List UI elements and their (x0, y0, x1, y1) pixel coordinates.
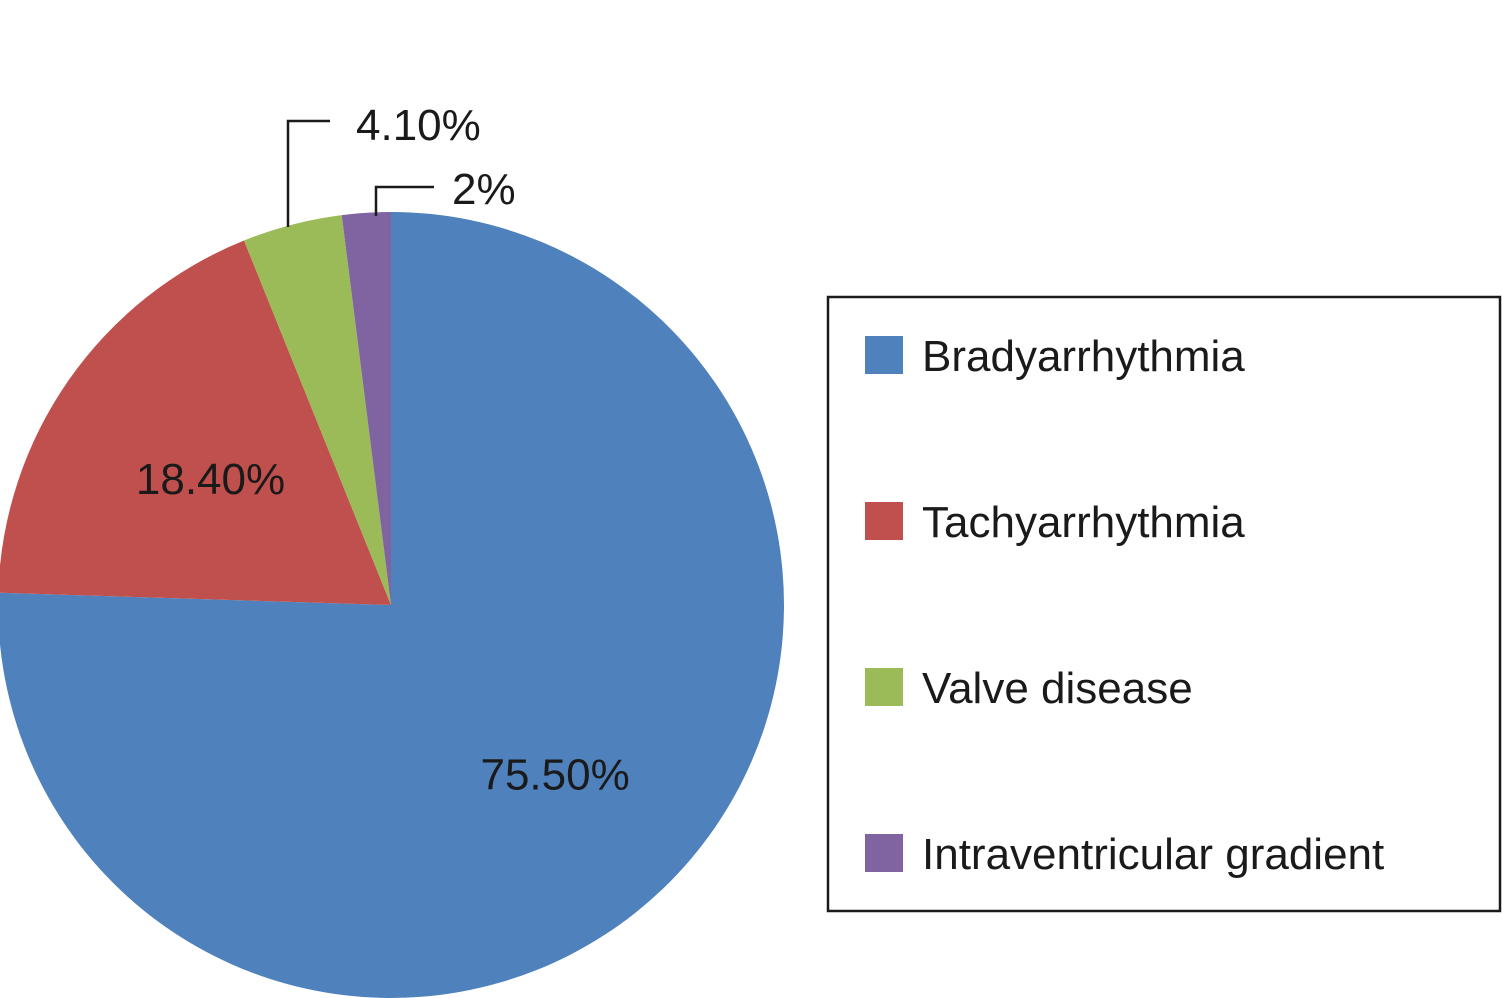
legend-box (826, 295, 1502, 913)
legend-swatch (865, 502, 903, 540)
slice-label-bradyarrhythmia: 75.50% (480, 750, 629, 799)
legend-item-bradyarrhythmia: Bradyarrhythmia (865, 332, 1245, 381)
legend-item-intraventricular-gradient: Intraventricular gradient (865, 830, 1384, 879)
legend: Bradyarrhythmia Tachyarrhythmia Valve dise… (826, 295, 1502, 913)
legend-label: Tachyarrhythmia (922, 498, 1245, 547)
pie-slices (0, 212, 784, 998)
legend-item-valve-disease: Valve disease (865, 664, 1193, 713)
slice-label-tachyarrhythmia: 18.40% (136, 455, 285, 504)
slice-intraventricular-gradient (341, 212, 391, 605)
slice-label-intraventricular-gradient: 2% (452, 165, 516, 214)
legend-swatch (865, 668, 903, 706)
legend-label: Intraventricular gradient (922, 830, 1384, 879)
legend-swatch (865, 336, 903, 374)
slice-valve-disease (244, 215, 391, 605)
legend-label: Valve disease (922, 664, 1193, 713)
legend-item-tachyarrhythmia: Tachyarrhythmia (865, 498, 1245, 547)
legend-swatch (865, 834, 903, 872)
slice-tachyarrhythmia (0, 240, 391, 605)
callout-line-intraventricular-gradient (374, 185, 434, 216)
legend-label: Bradyarrhythmia (922, 332, 1245, 381)
slice-bradyarrhythmia (0, 212, 784, 998)
callout-line-valve-disease (286, 119, 330, 227)
slice-label-valve-disease: 4.10% (356, 101, 481, 150)
slice-labels: 75.50% 18.40% 4.10% 2% (136, 101, 630, 799)
